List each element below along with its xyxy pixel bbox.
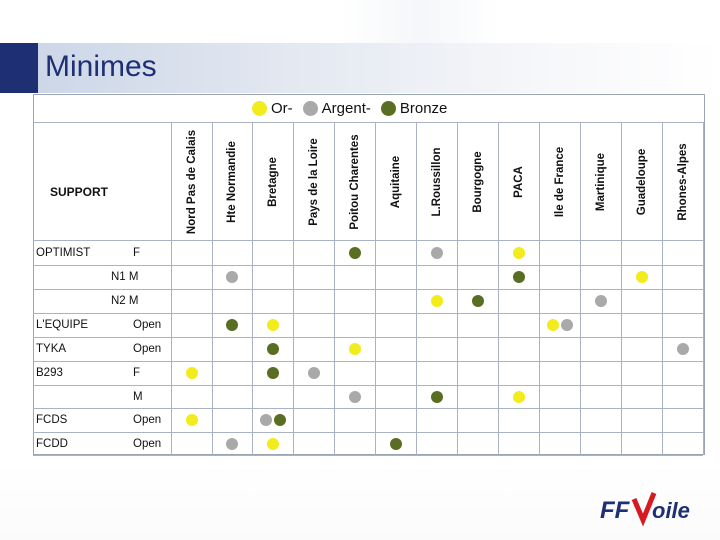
- region-header: PACA: [512, 166, 525, 198]
- medal-bronze: [512, 271, 525, 283]
- row-divider: [33, 432, 703, 433]
- row-divider: [33, 240, 703, 241]
- legend-silver-label: Argent: [321, 99, 366, 117]
- medal-or: [635, 271, 648, 283]
- medal-argent: [348, 390, 361, 403]
- medal-or: [266, 437, 279, 450]
- support-name: B293: [36, 367, 63, 379]
- medal-bronze: [273, 414, 286, 426]
- category-name: Open: [133, 437, 162, 450]
- medal-bronze: [266, 367, 279, 379]
- row-divider: [33, 122, 703, 123]
- column-divider: [621, 122, 622, 455]
- category-name: M: [133, 390, 143, 403]
- support-name: FCDD: [36, 437, 68, 450]
- column-divider: [416, 122, 417, 455]
- category-name: F: [133, 246, 141, 259]
- row-divider: [33, 361, 703, 362]
- column-divider: [580, 122, 581, 455]
- medal-or: [546, 319, 559, 331]
- column-divider: [457, 122, 458, 455]
- column-divider: [171, 122, 172, 455]
- row-divider: [33, 337, 703, 338]
- medal-or: [430, 295, 443, 307]
- medal-bronze: [226, 319, 238, 331]
- medal-or: [512, 390, 525, 403]
- support-header: SUPPORT: [50, 185, 109, 199]
- column-divider: [212, 122, 213, 455]
- medal-or: [348, 343, 361, 355]
- region-header: L.Roussillon: [430, 147, 443, 217]
- footer-decoration: [0, 460, 720, 540]
- header-decoration: [340, 0, 500, 43]
- region-header: Nord Pas de Calais: [185, 129, 198, 235]
- medal-argent: [226, 437, 238, 450]
- region-header: Aquitaine: [389, 155, 402, 209]
- region-header: Pays de la Loire: [307, 138, 320, 226]
- medal-bronze: [430, 390, 443, 403]
- support-name: L'EQUIPE: [36, 319, 89, 331]
- region-header: Bourgogne: [471, 151, 484, 213]
- medal-or: [512, 246, 525, 259]
- row-divider: [33, 455, 703, 456]
- category-name: Open: [133, 343, 162, 355]
- silver-dot-icon: [302, 100, 318, 116]
- legend-gold-label: Or: [271, 99, 288, 117]
- column-divider: [252, 122, 253, 455]
- medal-argent: [676, 343, 689, 355]
- column-divider: [703, 122, 704, 455]
- column-divider: [662, 122, 663, 455]
- support-name: FCDS: [36, 414, 68, 426]
- medal-argent: [594, 295, 607, 307]
- support-name: OPTIMIST: [36, 246, 91, 259]
- column-divider: [334, 122, 335, 455]
- category-name: Open: [133, 414, 162, 426]
- column-divider: [375, 122, 376, 455]
- medal-or: [185, 414, 198, 426]
- medal-argent: [226, 271, 238, 283]
- region-header: Poitou Charentes: [348, 134, 361, 230]
- row-divider: [33, 289, 703, 290]
- support-name: TYKA: [36, 343, 67, 355]
- title-accent-bar: [0, 43, 38, 93]
- medal-legend: Or - Argent - Bronze: [248, 98, 447, 118]
- column-divider: [539, 122, 540, 455]
- results-table: [33, 94, 705, 455]
- medal-bronze: [389, 437, 402, 450]
- row-divider: [33, 385, 703, 386]
- medal-bronze: [471, 295, 484, 307]
- medal-argent: [430, 246, 443, 259]
- row-divider: [33, 408, 703, 409]
- medal-bronze: [266, 343, 279, 355]
- bronze-dot-icon: [380, 100, 396, 116]
- region-header: Hte Normandie: [226, 141, 238, 223]
- gold-dot-icon: [252, 100, 267, 116]
- medal-argent: [307, 367, 320, 379]
- medal-argent: [560, 319, 573, 331]
- medal-bronze: [348, 246, 361, 259]
- medal-or: [185, 367, 198, 379]
- legend-bronze-label: Bronze: [399, 99, 448, 117]
- logo-ff-text: FF: [600, 497, 631, 524]
- medal-argent: [259, 414, 272, 426]
- region-header: Bretagne: [266, 157, 279, 207]
- logo-sail-icon: [631, 492, 657, 527]
- region-header: Martinique: [594, 152, 607, 212]
- slide-title: Minimes: [45, 50, 157, 83]
- region-header: Guadeloupe: [635, 148, 648, 216]
- column-divider: [293, 122, 294, 455]
- title-band: [0, 43, 720, 93]
- medal-or: [266, 319, 279, 331]
- row-divider: [33, 313, 703, 314]
- category-name: F: [133, 367, 141, 379]
- logo-oile-text: oile: [652, 498, 690, 523]
- column-divider: [498, 122, 499, 455]
- row-divider: [33, 265, 703, 266]
- category-name: Open: [133, 319, 162, 331]
- category-name: N2 M: [111, 295, 139, 307]
- ffvoile-logo: FF oile: [600, 492, 690, 527]
- region-header: Rhones-Alpes: [676, 143, 689, 221]
- region-header: Ile de France: [553, 146, 566, 218]
- category-name: N1 M: [111, 271, 139, 283]
